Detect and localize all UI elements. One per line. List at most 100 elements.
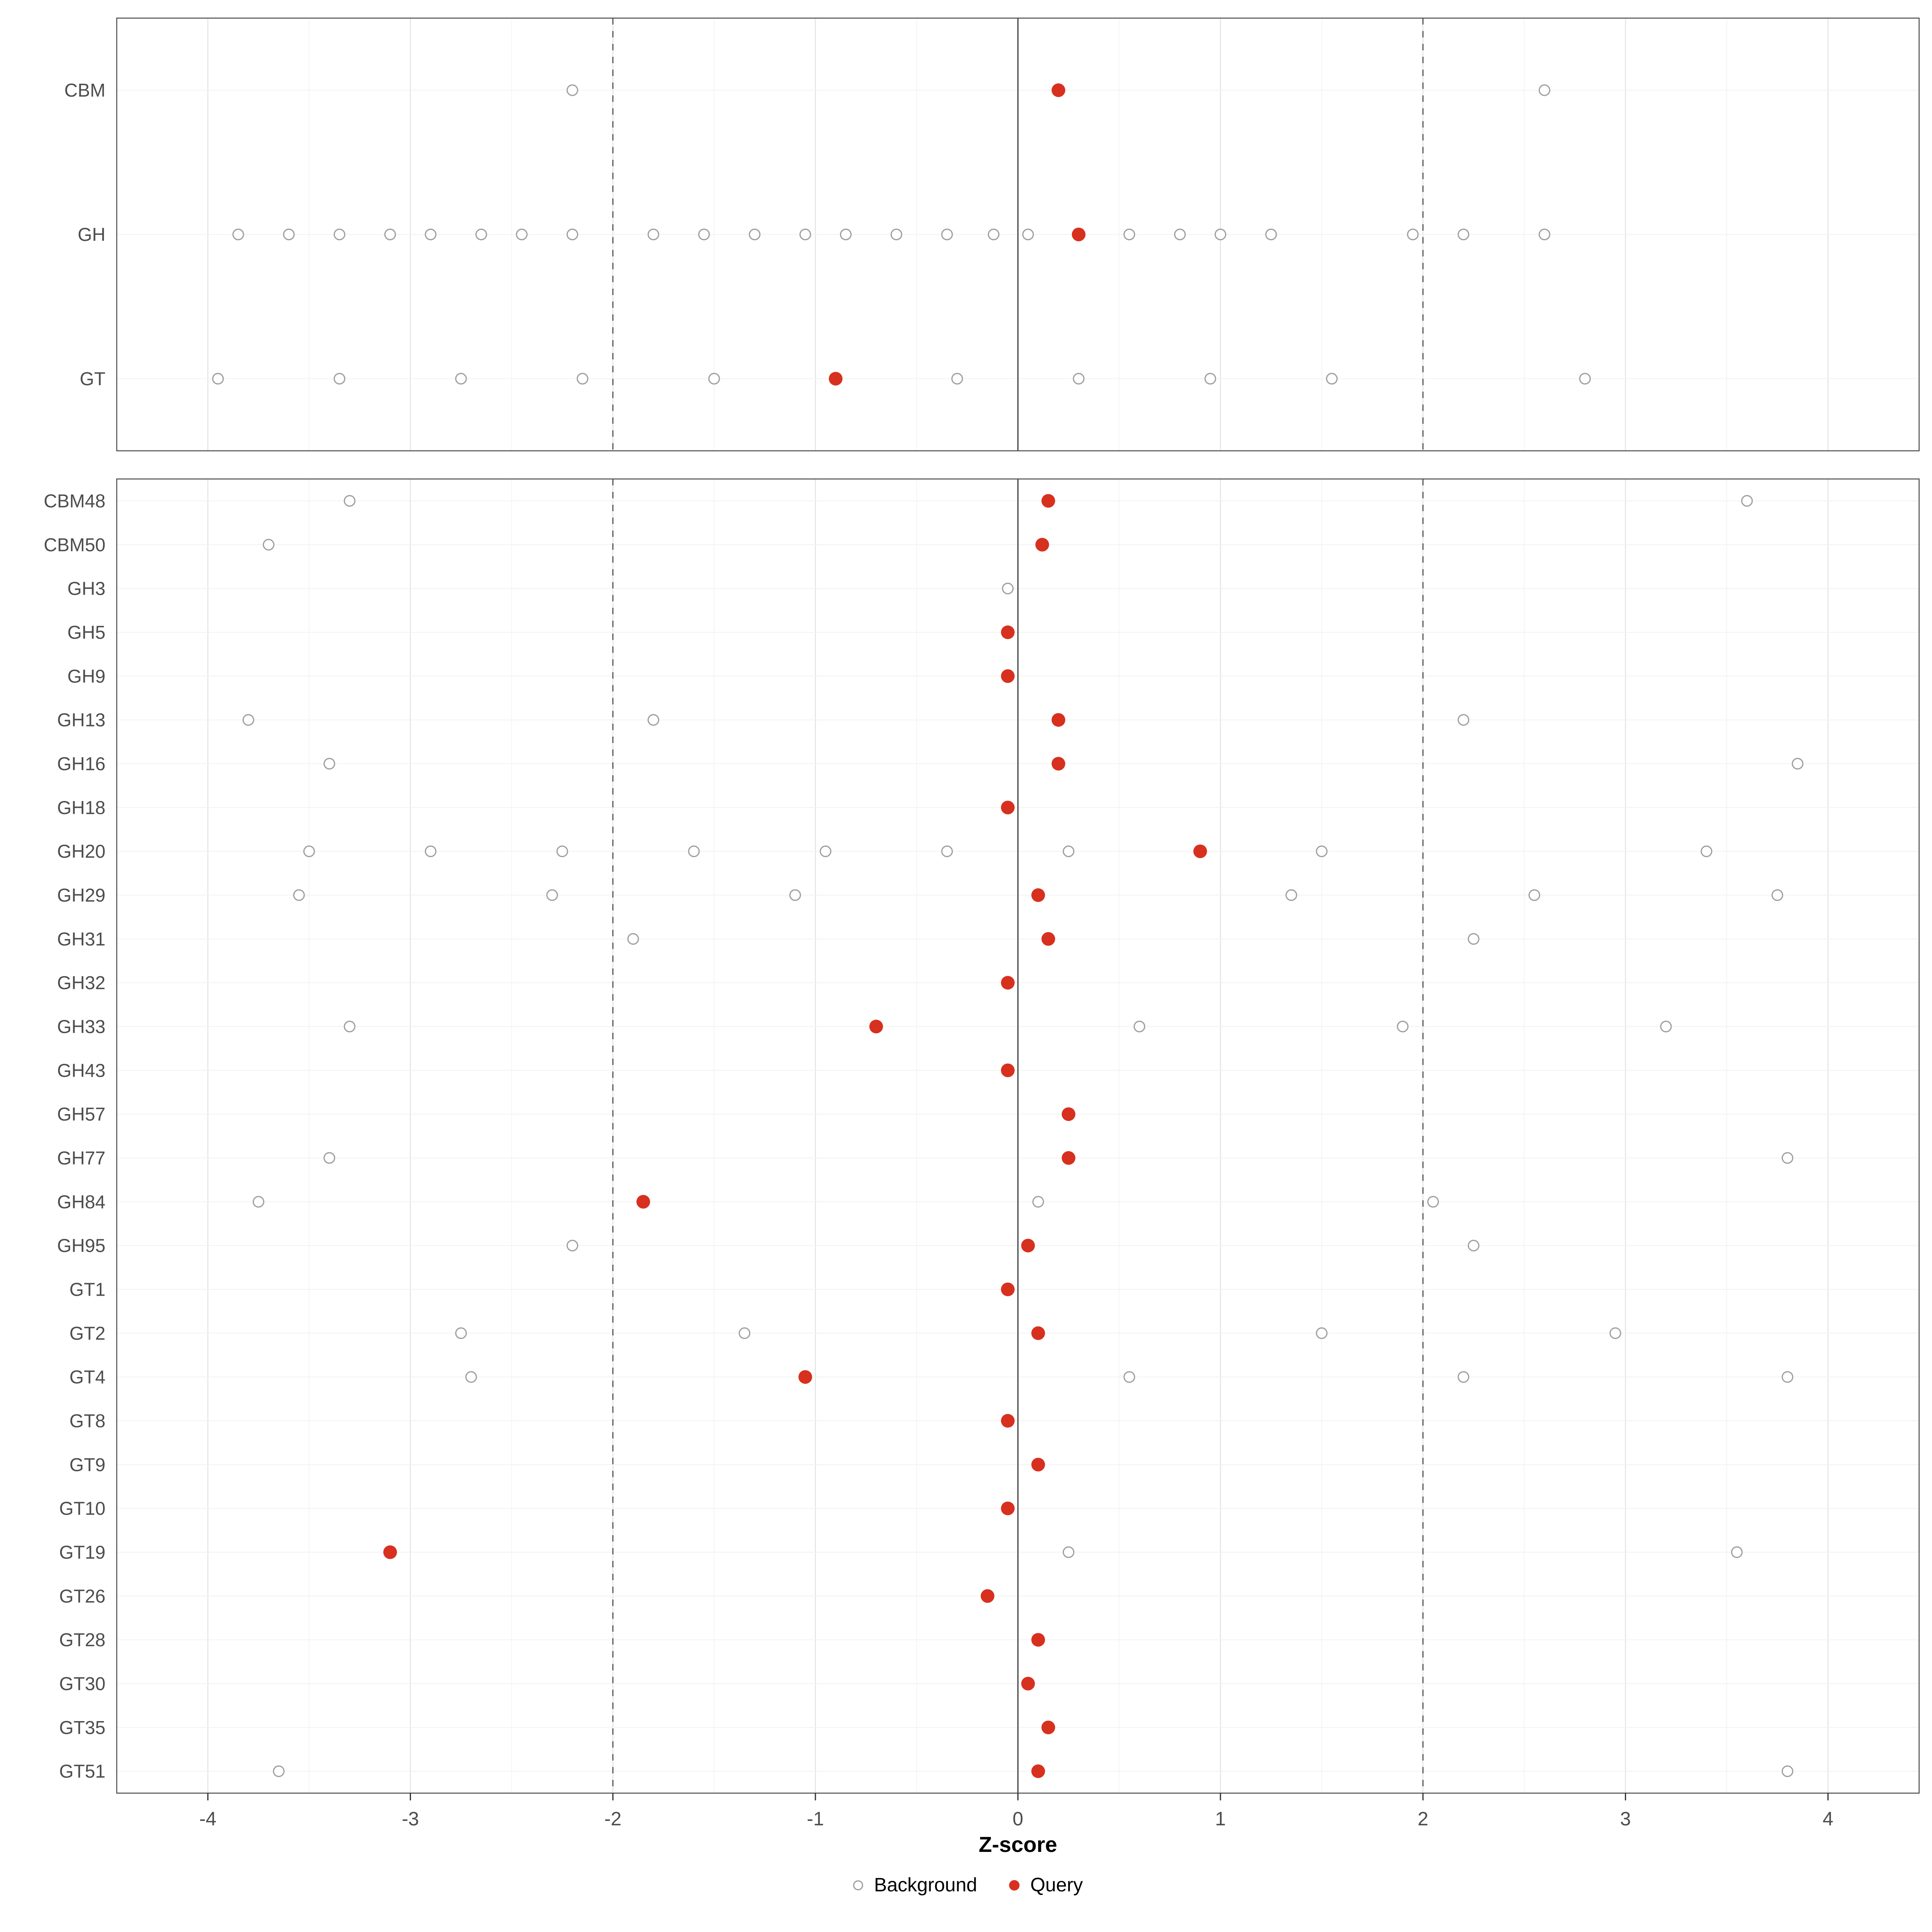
category-label: GT4 bbox=[70, 1366, 105, 1387]
background-point bbox=[546, 889, 558, 901]
background-point bbox=[1731, 1546, 1743, 1558]
query-point bbox=[1035, 538, 1049, 552]
x-tick-label: 1 bbox=[1215, 1808, 1226, 1830]
background-point bbox=[1741, 495, 1753, 507]
category-label: GT28 bbox=[59, 1629, 105, 1650]
background-point bbox=[556, 845, 568, 857]
category-label: GT8 bbox=[70, 1410, 105, 1431]
background-point bbox=[1123, 1371, 1135, 1383]
x-tick-label: -4 bbox=[199, 1808, 217, 1830]
background-point bbox=[1002, 582, 1014, 594]
background-point bbox=[303, 845, 315, 857]
background-point bbox=[1407, 229, 1419, 240]
background-point bbox=[1579, 373, 1591, 385]
background-point bbox=[647, 229, 659, 240]
background-point bbox=[988, 229, 1000, 240]
background-point bbox=[455, 1327, 467, 1339]
query-point bbox=[1041, 1720, 1055, 1734]
background-point bbox=[819, 845, 832, 857]
background-point bbox=[425, 229, 437, 240]
background-point bbox=[262, 539, 275, 551]
legend-label-query: Query bbox=[1030, 1874, 1083, 1896]
query-point bbox=[1001, 801, 1015, 815]
background-point bbox=[1792, 758, 1804, 770]
background-point bbox=[465, 1371, 477, 1383]
category-label: GT35 bbox=[59, 1717, 105, 1738]
background-point bbox=[647, 714, 659, 726]
category-label: GH9 bbox=[67, 666, 105, 687]
category-label: GT1 bbox=[70, 1279, 105, 1300]
background-point bbox=[1133, 1020, 1146, 1032]
x-tick-label: -3 bbox=[402, 1808, 419, 1830]
background-point bbox=[1457, 714, 1470, 726]
query-point bbox=[1001, 976, 1015, 990]
background-point bbox=[1427, 1196, 1439, 1208]
category-label: GH16 bbox=[57, 753, 105, 774]
category-label: GT bbox=[80, 368, 105, 389]
background-point bbox=[1063, 1546, 1075, 1558]
category-label: GT2 bbox=[70, 1323, 105, 1344]
background-point bbox=[344, 495, 356, 507]
background-point bbox=[1538, 229, 1550, 240]
background-point bbox=[799, 229, 811, 240]
background-point bbox=[1457, 229, 1470, 240]
category-label: CBM48 bbox=[44, 490, 105, 511]
legend: Background Query bbox=[0, 1874, 1932, 1896]
background-point bbox=[232, 229, 244, 240]
background-point bbox=[1660, 1020, 1672, 1032]
query-point bbox=[798, 1370, 812, 1384]
query-point bbox=[1061, 1107, 1075, 1121]
background-point bbox=[344, 1020, 356, 1032]
background-point bbox=[708, 373, 720, 385]
x-axis-title: Z-score bbox=[978, 1833, 1057, 1857]
background-point bbox=[1457, 1371, 1470, 1383]
category-label: GH13 bbox=[57, 710, 105, 731]
category-label: GT51 bbox=[59, 1761, 105, 1782]
background-point bbox=[1781, 1371, 1794, 1383]
category-label: GH57 bbox=[57, 1104, 105, 1125]
category-label: GH18 bbox=[57, 797, 105, 818]
background-point bbox=[283, 229, 295, 240]
background-point bbox=[1063, 845, 1075, 857]
background-point bbox=[273, 1765, 285, 1777]
background-point bbox=[1316, 1327, 1328, 1339]
category-label: GH5 bbox=[67, 622, 105, 643]
category-label: GH84 bbox=[57, 1191, 105, 1212]
query-point bbox=[1071, 227, 1086, 242]
background-point bbox=[566, 1240, 578, 1252]
background-point bbox=[293, 889, 305, 901]
category-label: GH20 bbox=[57, 841, 105, 862]
background-point bbox=[1528, 889, 1540, 901]
background-point bbox=[951, 373, 963, 385]
category-label: GT26 bbox=[59, 1585, 105, 1606]
background-point bbox=[566, 229, 578, 240]
query-point bbox=[1031, 1457, 1045, 1472]
background-point bbox=[1326, 373, 1338, 385]
background-point bbox=[576, 373, 588, 385]
background-point bbox=[516, 229, 528, 240]
background-point bbox=[1781, 1765, 1794, 1777]
background-point bbox=[384, 229, 396, 240]
query-point bbox=[1001, 669, 1015, 683]
category-label: GT10 bbox=[59, 1498, 105, 1519]
background-point bbox=[1538, 84, 1550, 96]
query-point bbox=[1051, 83, 1065, 97]
x-tick-label: -1 bbox=[807, 1808, 824, 1830]
query-point bbox=[1031, 1633, 1045, 1647]
background-point bbox=[1123, 229, 1135, 240]
query-point bbox=[1051, 757, 1065, 771]
query-point bbox=[1031, 888, 1045, 902]
background-point bbox=[1073, 373, 1085, 385]
query-point bbox=[980, 1589, 995, 1603]
category-label: GT19 bbox=[59, 1542, 105, 1563]
background-point bbox=[941, 229, 953, 240]
background-point bbox=[455, 373, 467, 385]
category-label: CBM bbox=[64, 80, 105, 101]
x-tick-label: 3 bbox=[1620, 1808, 1631, 1830]
query-point bbox=[383, 1545, 397, 1559]
category-label: GT9 bbox=[70, 1454, 105, 1475]
query-point bbox=[1001, 625, 1015, 639]
background-point bbox=[1032, 1196, 1044, 1208]
background-point bbox=[1214, 229, 1226, 240]
